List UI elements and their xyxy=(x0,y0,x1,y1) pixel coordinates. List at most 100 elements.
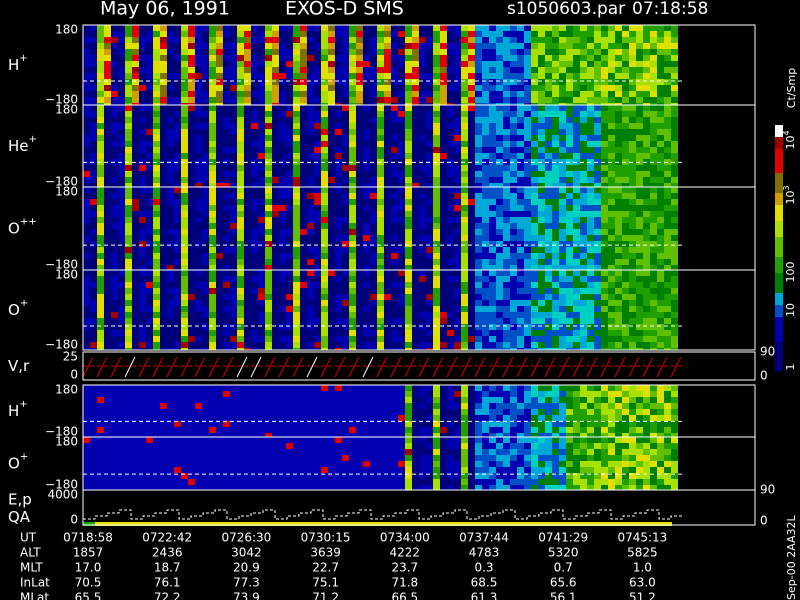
spectrogram-cell xyxy=(391,259,398,265)
spectrogram-cell xyxy=(188,61,195,67)
spectrogram-cell xyxy=(83,300,90,306)
spectrogram-cell xyxy=(335,129,342,135)
spectrogram-cell xyxy=(160,91,167,97)
spectrogram-cell xyxy=(286,55,293,61)
spectrogram-cell xyxy=(377,111,384,117)
spectrogram-cell xyxy=(384,117,391,123)
spectrogram-cell xyxy=(398,135,405,141)
spectrogram-cell xyxy=(237,91,244,97)
spectrogram-cell xyxy=(447,73,454,79)
spectrogram-cell xyxy=(601,37,608,43)
panel-label-text: O xyxy=(8,219,20,237)
spectrogram-cell xyxy=(496,348,503,350)
spectrogram-cell xyxy=(132,31,139,37)
spectrogram-cell xyxy=(202,165,209,171)
spectrogram-cell xyxy=(538,135,545,141)
spectrogram-cell xyxy=(517,342,524,348)
spectrogram-cell xyxy=(251,217,258,223)
spectrogram-cell xyxy=(482,183,489,187)
spectrogram-cell xyxy=(377,306,384,312)
spectrogram-cell xyxy=(538,300,545,306)
spectrogram-cell xyxy=(531,324,538,330)
spectrogram-cell xyxy=(671,253,678,259)
spectrogram-cell xyxy=(216,336,223,342)
spectrogram-cell xyxy=(293,73,300,79)
spectrogram-cell xyxy=(195,105,202,111)
spectrogram-cell xyxy=(531,193,538,199)
spectrogram-cell xyxy=(342,129,349,135)
spectrogram-cell xyxy=(104,391,111,397)
spectrogram-cell xyxy=(461,306,468,312)
spectrogram-cell xyxy=(594,348,601,350)
spectrogram-cell xyxy=(391,270,398,276)
spectrogram-cell xyxy=(601,85,608,91)
spectrogram-cell xyxy=(650,55,657,61)
spectrogram-cell xyxy=(244,25,251,31)
spectrogram-cell xyxy=(328,276,335,282)
spectrogram-cell xyxy=(279,318,286,324)
spectrogram-cell xyxy=(139,153,146,159)
spectrogram-cell xyxy=(566,73,573,79)
spectrogram-cell xyxy=(293,123,300,129)
spectrogram-cell xyxy=(223,129,230,135)
spectrogram-cell xyxy=(363,31,370,37)
spectrogram-cell xyxy=(293,330,300,336)
spectrogram-cell xyxy=(503,259,510,265)
spectrogram-cell xyxy=(139,129,146,135)
spectrogram-cell xyxy=(286,61,293,67)
spectrogram-cell xyxy=(118,199,125,205)
spectrogram-cell xyxy=(153,91,160,97)
spectrogram-cell xyxy=(433,294,440,300)
spectrogram-cell xyxy=(503,247,510,253)
panel-label-sup: ++ xyxy=(20,217,37,228)
spectrogram-cell xyxy=(587,276,594,282)
spectrogram-cell xyxy=(594,135,601,141)
spectrogram-cell xyxy=(314,141,321,147)
spectrogram-cell xyxy=(209,55,216,61)
spectrogram-cell xyxy=(370,183,377,187)
spectrogram-cell xyxy=(139,415,146,421)
spectrogram-cell xyxy=(629,123,636,129)
spectrogram-cell xyxy=(559,324,566,330)
spectrogram-cell xyxy=(230,259,237,265)
spectrogram-cell xyxy=(132,43,139,49)
spectrogram-cell xyxy=(97,193,104,199)
spectrogram-cell xyxy=(566,265,573,270)
spectrogram-cell xyxy=(468,165,475,171)
spectrogram-cell xyxy=(538,111,545,117)
spectrogram-cell xyxy=(83,288,90,294)
spectrogram-cell xyxy=(104,111,111,117)
spectrogram-cell xyxy=(272,37,279,43)
spectrogram-cell xyxy=(279,211,286,217)
spectrogram-cell xyxy=(580,253,587,259)
spectrogram-cell xyxy=(531,235,538,241)
spectrogram-cell xyxy=(314,97,321,103)
spectrogram-cell xyxy=(657,43,664,49)
spectrogram-cell xyxy=(482,147,489,153)
spectrogram-cell xyxy=(111,312,118,318)
spectrogram-cell xyxy=(454,247,461,253)
spectrogram-cell xyxy=(321,205,328,211)
spectrogram-cell xyxy=(531,312,538,318)
spectrogram-cell xyxy=(391,153,398,159)
spectrogram-cell xyxy=(118,31,125,37)
spectrogram-cell xyxy=(167,141,174,147)
spectrogram-cell xyxy=(216,37,223,43)
spectrogram-cell xyxy=(538,294,545,300)
spectrogram-cell xyxy=(335,259,342,265)
spectrogram-cell xyxy=(160,79,167,85)
spectrogram-cell xyxy=(139,391,146,397)
spectrogram-cell xyxy=(377,259,384,265)
spectrogram-cell xyxy=(188,330,195,336)
spectrogram-cell xyxy=(300,330,307,336)
spectrogram-cell xyxy=(594,235,601,241)
spectrogram-cell xyxy=(83,123,90,129)
spectrogram-cell xyxy=(209,105,216,111)
spectrogram-cell xyxy=(300,193,307,199)
spectrogram-cell xyxy=(545,211,552,217)
spectrogram-cell xyxy=(531,276,538,282)
spectrogram-cell xyxy=(125,330,132,336)
spectrogram-cell xyxy=(391,147,398,153)
spectrogram-cell xyxy=(601,165,608,171)
velocity-trace xyxy=(264,356,276,378)
